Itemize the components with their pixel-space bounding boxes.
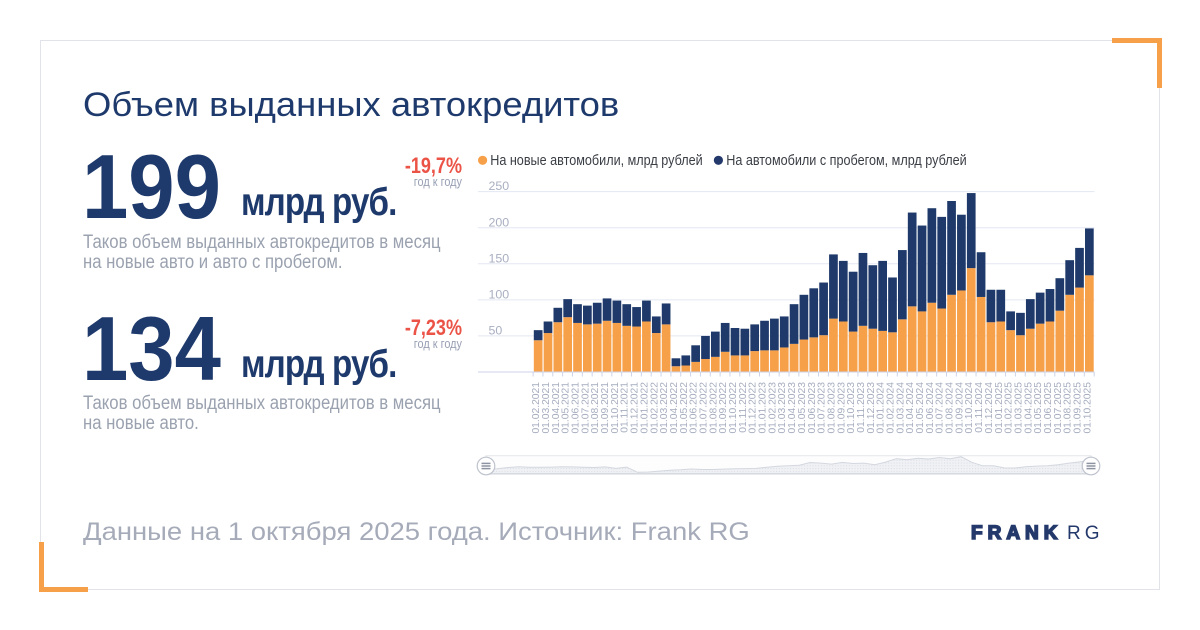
svg-text:01.08.2024: 01.08.2024 [945,382,956,434]
svg-text:01.12.2021: 01.12.2021 [630,382,641,434]
svg-text:01.10.2021: 01.10.2021 [610,382,621,434]
svg-text:01.10.2025: 01.10.2025 [1082,382,1093,434]
svg-text:150: 150 [489,251,510,265]
svg-text:01.09.2023: 01.09.2023 [836,382,847,434]
svg-text:01.11.2023: 01.11.2023 [856,382,867,433]
svg-text:01.08.2021: 01.08.2021 [590,382,601,434]
svg-text:01.05.2025: 01.05.2025 [1033,382,1044,434]
svg-text:200: 200 [489,215,510,229]
svg-text:01.03.2022: 01.03.2022 [659,382,670,434]
svg-text:01.03.2024: 01.03.2024 [895,382,906,434]
svg-text:01.04.2023: 01.04.2023 [787,382,798,434]
svg-text:01.05.2021: 01.05.2021 [561,382,572,434]
svg-text:01.03.2025: 01.03.2025 [1013,382,1024,434]
svg-text:01.11.2022: 01.11.2022 [738,382,749,433]
svg-text:01.10.2023: 01.10.2023 [846,382,857,434]
svg-text:250: 250 [489,179,510,193]
svg-text:01.07.2025: 01.07.2025 [1053,382,1064,434]
svg-text:100: 100 [489,288,510,302]
svg-text:01.02.2022: 01.02.2022 [649,382,660,434]
svg-text:01.08.2023: 01.08.2023 [826,382,837,434]
svg-text:01.04.2022: 01.04.2022 [669,382,680,434]
svg-text:01.03.2021: 01.03.2021 [541,382,552,434]
svg-text:50: 50 [489,324,503,338]
svg-text:01.10.2024: 01.10.2024 [964,382,975,434]
svg-text:01.02.2024: 01.02.2024 [886,382,897,434]
svg-text:01.07.2022: 01.07.2022 [698,382,709,434]
svg-text:01.04.2025: 01.04.2025 [1023,382,1034,434]
svg-text:01.06.2023: 01.06.2023 [807,382,818,434]
svg-text:01.01.2022: 01.01.2022 [639,382,650,434]
svg-text:01.12.2023: 01.12.2023 [866,382,877,434]
svg-text:01.09.2021: 01.09.2021 [600,382,611,434]
svg-text:01.06.2024: 01.06.2024 [925,382,936,434]
svg-text:01.01.2025: 01.01.2025 [994,382,1005,434]
svg-text:01.09.2025: 01.09.2025 [1073,382,1084,434]
svg-text:01.08.2022: 01.08.2022 [708,382,719,434]
svg-text:01.12.2022: 01.12.2022 [748,382,759,434]
svg-text:01.11.2024: 01.11.2024 [974,382,985,433]
svg-text:01.08.2025: 01.08.2025 [1063,382,1074,434]
svg-text:На автомобили с пробегом, млрд: На автомобили с пробегом, млрд рублей [726,152,967,168]
svg-text:01.04.2021: 01.04.2021 [551,382,562,434]
svg-text:01.03.2023: 01.03.2023 [777,382,788,434]
svg-text:01.09.2022: 01.09.2022 [718,382,729,434]
svg-text:01.06.2022: 01.06.2022 [689,382,700,434]
svg-text:01.05.2023: 01.05.2023 [797,382,808,434]
svg-text:01.01.2023: 01.01.2023 [758,382,769,434]
svg-text:01.07.2021: 01.07.2021 [580,382,591,434]
svg-text:01.12.2024: 01.12.2024 [984,382,995,434]
svg-text:01.05.2024: 01.05.2024 [915,382,926,434]
svg-text:01.04.2024: 01.04.2024 [905,382,916,434]
svg-text:01.01.2024: 01.01.2024 [876,382,887,434]
svg-text:01.06.2025: 01.06.2025 [1043,382,1054,434]
svg-text:01.09.2024: 01.09.2024 [954,382,965,434]
svg-text:01.02.2023: 01.02.2023 [767,382,778,434]
svg-text:01.05.2022: 01.05.2022 [679,382,690,434]
svg-text:01.11.2021: 01.11.2021 [620,382,631,433]
svg-text:01.02.2025: 01.02.2025 [1004,382,1015,434]
svg-text:01.07.2024: 01.07.2024 [935,382,946,434]
svg-text:На новые автомобили, млрд рубл: На новые автомобили, млрд рублей [490,152,703,168]
svg-text:01.06.2021: 01.06.2021 [571,382,582,434]
svg-text:01.02.2021: 01.02.2021 [531,382,542,434]
svg-text:01.10.2022: 01.10.2022 [728,382,739,434]
svg-text:01.07.2023: 01.07.2023 [817,382,828,434]
